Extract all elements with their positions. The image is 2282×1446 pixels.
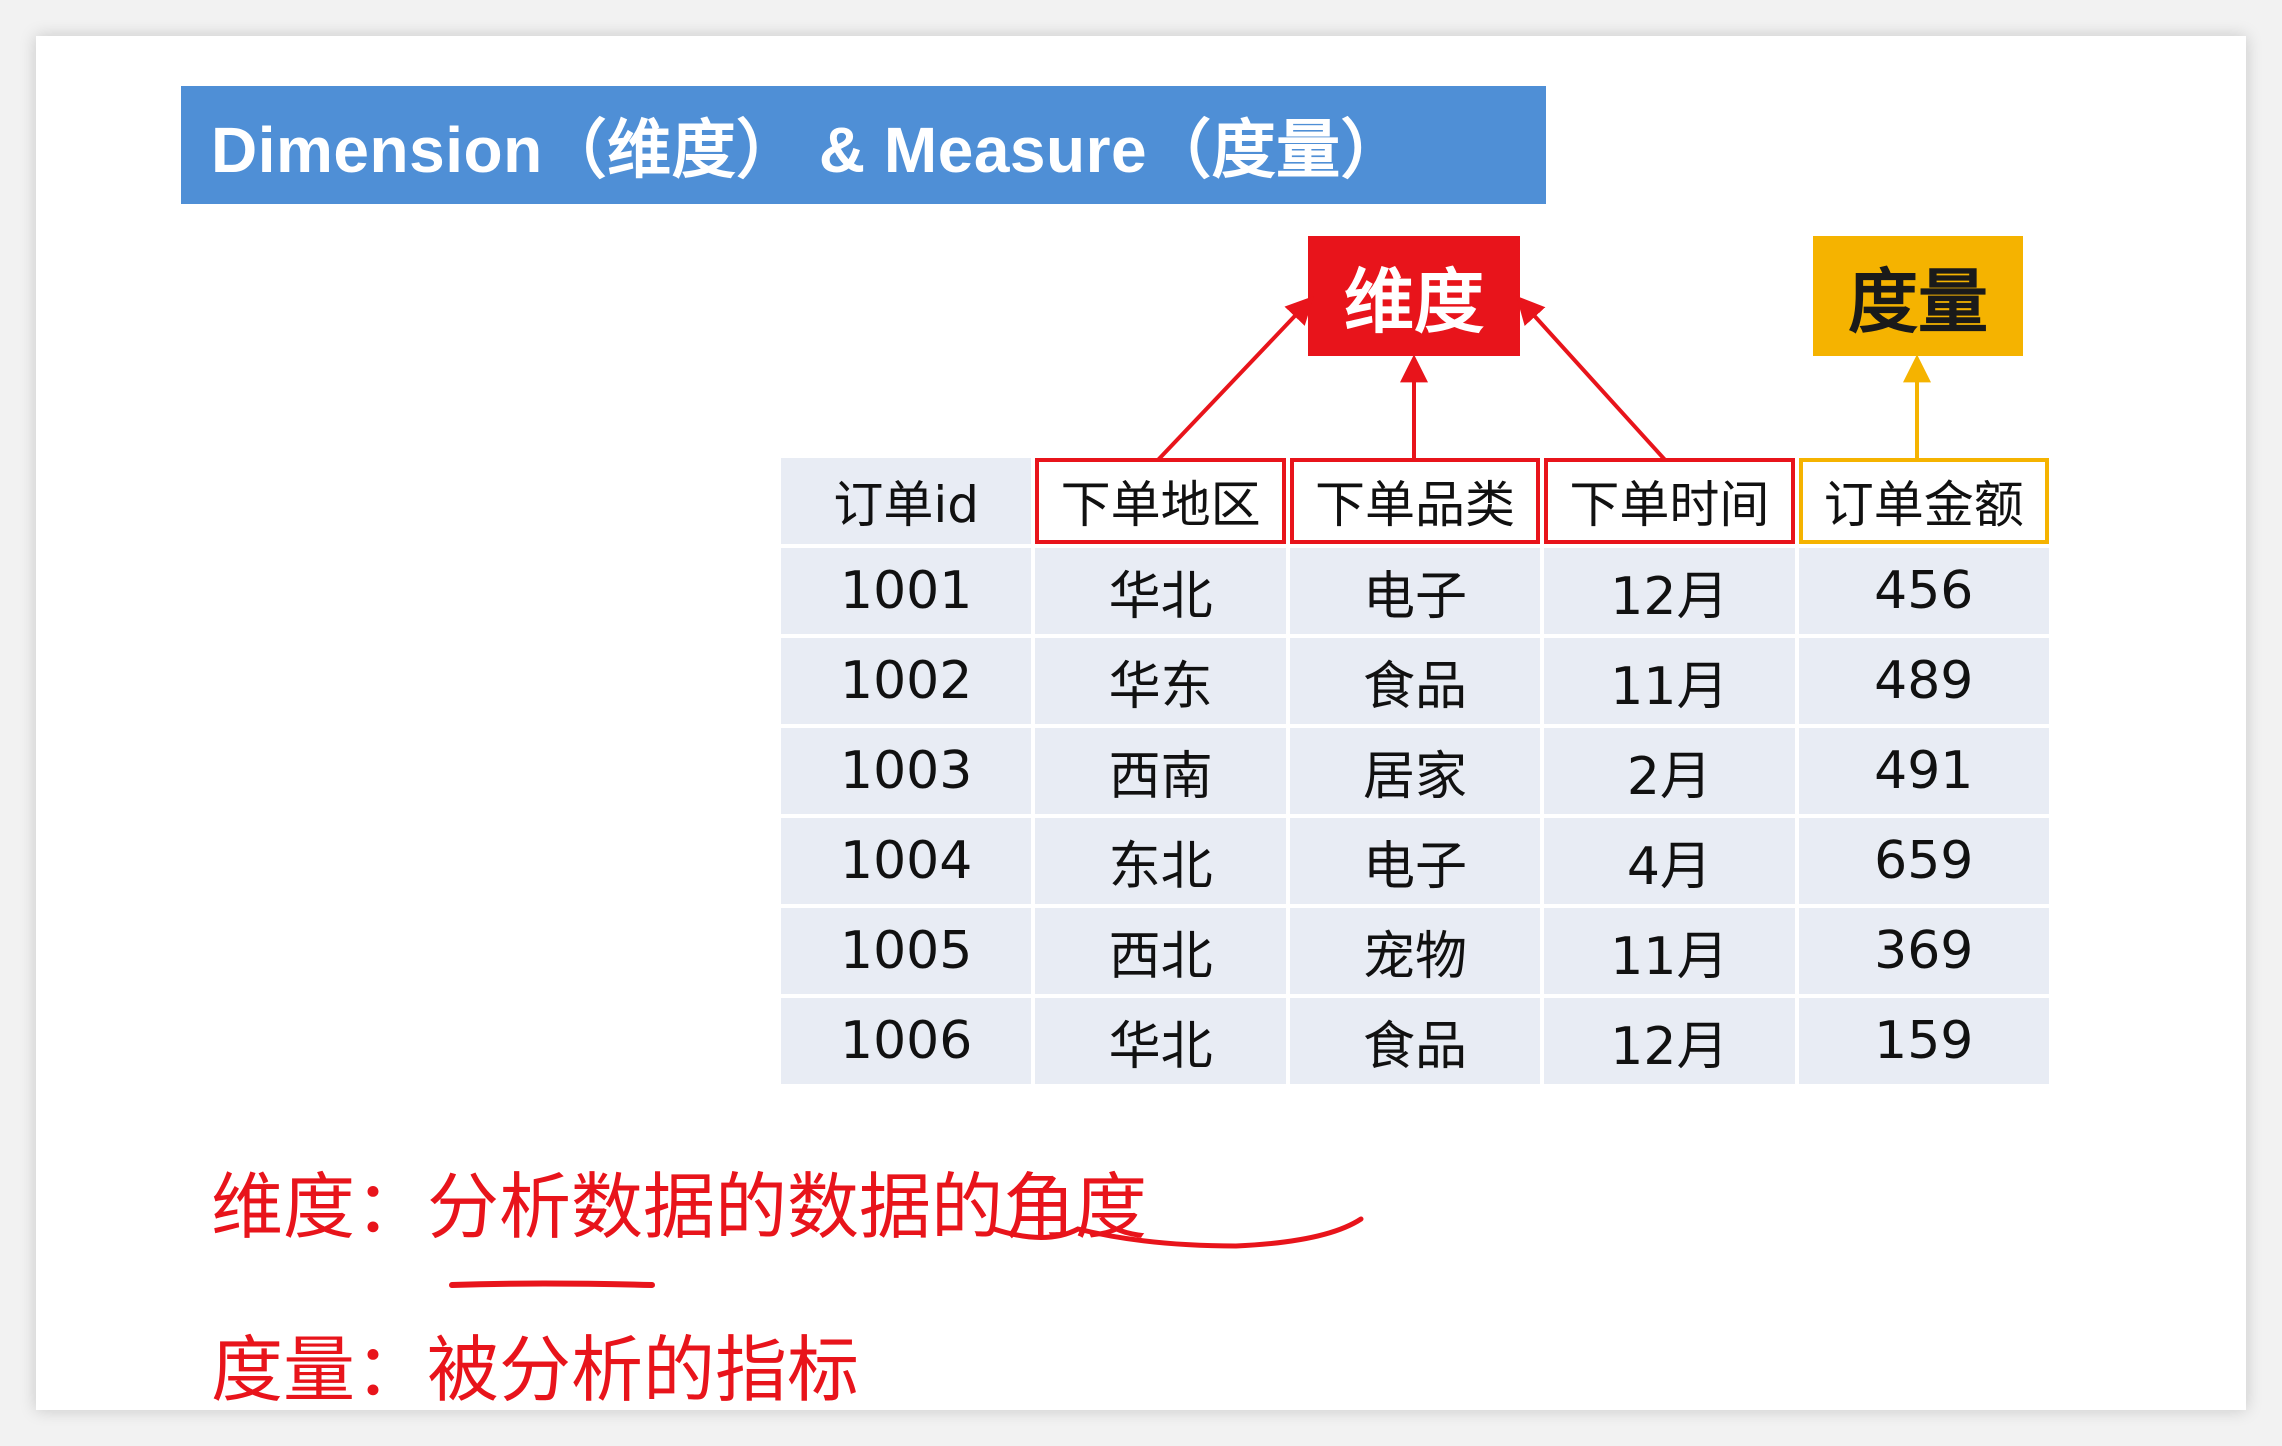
- header-order-id: 订单id: [781, 458, 1032, 544]
- cell-order-id: 1001: [781, 548, 1032, 634]
- arrow-time-to-dimension: [1516, 295, 1668, 463]
- cell-category: 电子: [1289, 548, 1541, 634]
- cell-amount: 456: [1798, 548, 2049, 634]
- measure-definition: 度量：被分析的指标: [211, 1328, 860, 1410]
- cell-region: 西北: [1035, 908, 1286, 994]
- dimension-tag: 维度: [1308, 236, 1520, 356]
- slide: Dimension（维度） & Measure（度量） 维度 度量 订单id 下…: [36, 36, 2246, 1410]
- cell-order-id: 1002: [781, 638, 1032, 724]
- cell-region: 华北: [1035, 548, 1286, 634]
- table-row: 1003 西南 居家 2月 491: [781, 728, 2049, 814]
- cell-amount: 491: [1798, 728, 2049, 814]
- cell-category: 电子: [1289, 818, 1541, 904]
- cell-region: 西南: [1035, 728, 1286, 814]
- cell-category: 食品: [1289, 998, 1541, 1084]
- cell-order-id: 1006: [781, 998, 1032, 1084]
- cell-time: 12月: [1544, 998, 1795, 1084]
- measure-tag: 度量: [1813, 236, 2023, 356]
- cell-category: 宠物: [1289, 908, 1541, 994]
- cell-order-id: 1004: [781, 818, 1032, 904]
- cell-order-id: 1003: [781, 728, 1032, 814]
- cell-time: 11月: [1544, 908, 1795, 994]
- dimension-definition: 维度：分析数据的数据的角度: [211, 1165, 1148, 1249]
- header-amount: 订单金额: [1798, 458, 2049, 544]
- table-row: 1002 华东 食品 11月 489: [781, 638, 2049, 724]
- cell-region: 东北: [1035, 818, 1286, 904]
- cell-order-id: 1005: [781, 908, 1032, 994]
- header-category: 下单品类: [1289, 458, 1541, 544]
- cell-amount: 659: [1798, 818, 2049, 904]
- title-bar: Dimension（维度） & Measure（度量）: [181, 86, 1546, 204]
- cell-category: 食品: [1289, 638, 1541, 724]
- header-region: 下单地区: [1035, 458, 1286, 544]
- cell-time: 11月: [1544, 638, 1795, 724]
- slide-title: Dimension（维度） & Measure（度量）: [211, 114, 1406, 186]
- cell-region: 华东: [1035, 638, 1286, 724]
- cell-amount: 159: [1798, 998, 2049, 1084]
- data-table: 订单id 下单地区 下单品类 下单时间 订单金额 1001 华北 电子 12月 …: [777, 454, 2053, 1088]
- underline-stroke-1: [449, 1280, 655, 1288]
- cell-amount: 369: [1798, 908, 2049, 994]
- cell-time: 4月: [1544, 818, 1795, 904]
- table-row: 1001 华北 电子 12月 456: [781, 548, 2049, 634]
- table-header-row: 订单id 下单地区 下单品类 下单时间 订单金额: [781, 458, 2049, 544]
- cell-time: 2月: [1544, 728, 1795, 814]
- table-row: 1006 华北 食品 12月 159: [781, 998, 2049, 1084]
- cell-amount: 489: [1798, 638, 2049, 724]
- cell-region: 华北: [1035, 998, 1286, 1084]
- table-row: 1005 西北 宠物 11月 369: [781, 908, 2049, 994]
- header-time: 下单时间: [1544, 458, 1795, 544]
- cell-category: 居家: [1289, 728, 1541, 814]
- cell-time: 12月: [1544, 548, 1795, 634]
- table-row: 1004 东北 电子 4月 659: [781, 818, 2049, 904]
- arrow-region-to-dimension: [1155, 295, 1314, 463]
